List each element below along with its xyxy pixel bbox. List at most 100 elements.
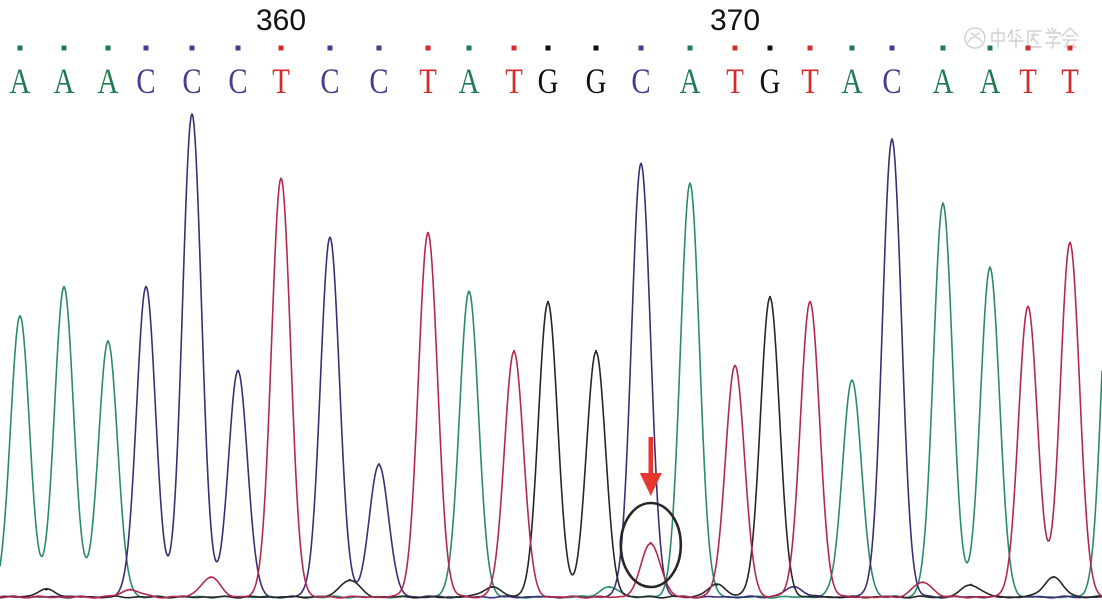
base-quality-dot [425,45,431,51]
base-call-letter: G [760,62,781,102]
minor-peak-apex [792,586,796,589]
base-call-letter: A [933,62,954,102]
annotation-ellipse [619,501,683,589]
peak-apex [988,266,992,269]
peak-apex [808,300,812,303]
base-call-letter: A [680,62,701,102]
minor-peak-apex [715,583,719,586]
base-quality-dot [278,45,284,51]
base-call-letter: C [136,62,155,102]
base-call-letter: A [54,62,75,102]
minor-peak-apex [1052,576,1055,579]
position-ticks: 360 370 [256,4,760,37]
base-quality-dot [987,45,993,51]
minor-peak-apex [970,583,973,586]
peak-apex [639,162,643,166]
base-quality-dot [767,45,773,51]
base-call-letter: T [726,62,744,102]
minor-peak-apex [209,576,212,579]
position-tick-label: 360 [256,4,306,37]
base-quality-dot [235,45,241,51]
trace-a [0,182,1102,599]
peak-apex [546,300,550,303]
watermark-logo [964,27,1079,49]
peak-apex [377,463,381,466]
base-call-letter: A [98,62,119,102]
peak-apex [733,364,737,367]
minor-peak-apex [921,581,924,584]
base-quality-dot [511,45,517,51]
minor-peak-apex [490,586,493,589]
base-quality-dot [1025,45,1031,51]
base-call-letter: G [538,62,559,102]
peak-apex [279,177,283,180]
minor-peak-apex [348,578,351,581]
base-call-letter: A [459,62,480,102]
trace-c [0,113,1102,599]
peak-apex [941,202,945,205]
base-quality-dot [105,45,111,51]
trace-lines [0,113,1102,599]
minor-peak-apex [649,541,652,545]
arrow-shaft [648,437,654,477]
peak-apexes [18,113,1072,591]
base-quality-dot [189,45,195,51]
peak-apex [18,315,22,318]
peak-apex [144,285,148,289]
base-call-letter: T [505,62,523,102]
peak-apex [1068,241,1072,244]
peak-apex [106,340,110,343]
trace-g [0,296,1102,599]
peak-apex [688,182,692,185]
trace-t [0,177,1102,599]
peak-apex [236,369,240,372]
base-quality-dot [940,45,946,51]
peak-apex [1026,305,1030,308]
peak-apex [890,138,894,141]
base-quality-dot [61,45,67,51]
peak-apex [512,349,516,353]
peak-apex [328,236,332,239]
annotation-arrow [639,437,662,496]
minor-peak-apex [45,588,48,591]
base-quality-dot [17,45,23,51]
quality-dots [17,45,1073,51]
base-quality-dot [143,45,149,51]
base-call-letter: C [182,62,201,102]
peak-apex [62,285,66,289]
base-quality-dot [889,45,895,51]
base-call-letter: T [272,62,290,102]
minor-peak-apex [608,586,611,589]
base-call-letter: T [419,62,437,102]
base-call-letter: G [586,62,607,102]
peak-apex [594,349,598,353]
base-call-letter: A [980,62,1001,102]
base-quality-dot [466,45,472,51]
base-quality-dot [593,45,599,51]
minor-peak-apex [129,588,132,591]
base-quality-dot [545,45,551,51]
base-quality-dot [1067,45,1073,51]
base-quality-dot [327,45,333,51]
base-call-letter: T [1019,62,1037,102]
base-quality-dot [807,45,813,51]
base-call-letter: T [801,62,819,102]
base-quality-dot [687,45,693,51]
peak-apex [190,113,194,116]
peak-apex [850,379,854,382]
annotations [619,437,683,589]
peak-apex [467,290,471,294]
peak-apex [426,231,430,234]
base-call-letter: A [842,62,863,102]
base-call-letter: C [369,62,388,102]
base-call-letter: C [228,62,247,102]
position-tick-label: 370 [710,4,760,37]
base-quality-dot [376,45,382,51]
base-quality-dot [849,45,855,51]
base-call-letter: T [1061,62,1079,102]
arrow-head [639,473,662,496]
base-call-letter: C [631,62,650,102]
